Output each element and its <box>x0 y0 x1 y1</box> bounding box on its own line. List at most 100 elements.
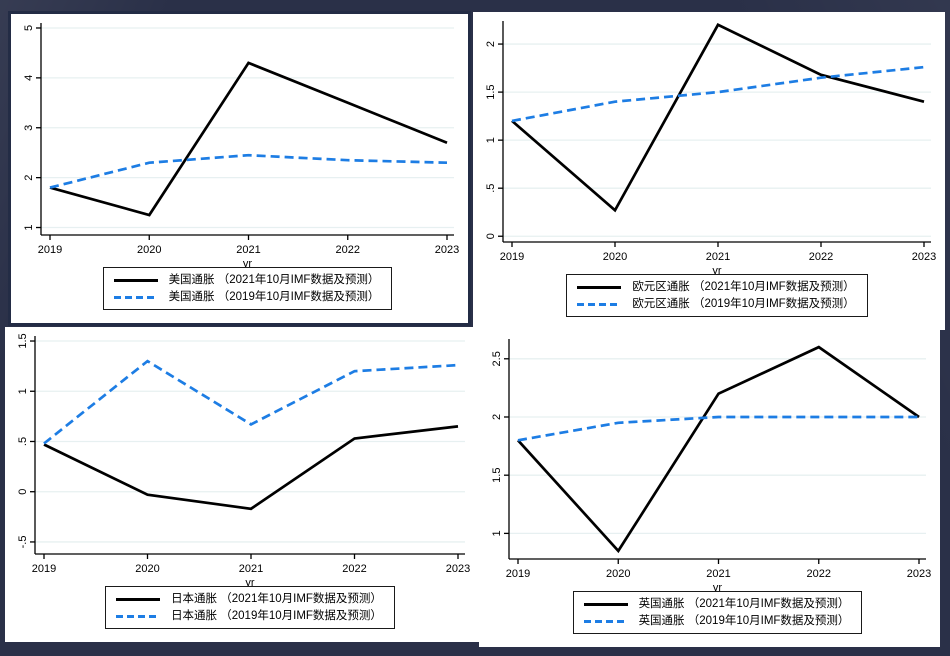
x-tick-label: 2021 <box>706 251 730 263</box>
y-tick-label: .5 <box>485 184 497 193</box>
eurozone-inflation-dashed-line <box>511 65 925 123</box>
chart-panel-uk: 1 1.5 2 2.5 2019 2020 2021 2022 2023 yr 英国通胀 （202… <box>479 330 940 647</box>
x-axis-title: yr <box>245 577 255 589</box>
x-tick-label: 2021 <box>239 563 263 575</box>
axes <box>34 336 465 555</box>
japan-legend-wrap: 日本通胀 （2021年10月IMF数据及预测） 日本通胀 （2019年10月IM… <box>5 586 479 629</box>
japan-inflation-chart: -.5 0 .5 1 1.5 2019 2020 2021 2022 2023 yr <box>17 333 470 589</box>
y-tick-label: .5 <box>17 437 29 446</box>
x-tick-label: 2021 <box>236 244 260 256</box>
uk-inflation-chart: 1 1.5 2 2.5 2019 2020 2021 2022 2023 yr <box>491 339 931 594</box>
legend-label: 美国通胀 （2019年10月IMF数据及预测） <box>168 291 380 303</box>
eurozone-legend: 欧元区通胀 （2021年10月IMF数据及预测） 欧元区通胀 （2019年10月… <box>566 274 868 317</box>
x-tick-label: 2019 <box>506 568 530 580</box>
us-legend: 美国通胀 （2021年10月IMF数据及预测） 美国通胀 （2019年10月IM… <box>102 267 393 310</box>
y-tick-label: 0 <box>485 233 497 239</box>
x-tick-label: 2023 <box>912 251 936 263</box>
us-inflation-solid-line <box>49 61 448 217</box>
uk-inflation-dashed-line <box>517 415 919 442</box>
x-tick-label: 2020 <box>137 244 161 256</box>
x-tick-label: 2021 <box>706 568 730 580</box>
x-tick-label: 2023 <box>907 568 931 580</box>
solid-line-sample <box>583 602 628 606</box>
legend-item: 日本通胀 （2021年10月IMF数据及预测） <box>116 592 382 606</box>
y-tick-label: 5 <box>23 25 35 31</box>
gridlines <box>509 358 926 535</box>
legend-label: 美国通胀 （2021年10月IMF数据及预测） <box>168 274 380 286</box>
us-legend-wrap: 美国通胀 （2021年10月IMF数据及预测） 美国通胀 （2019年10月IM… <box>11 267 468 310</box>
uk-legend-wrap: 英国通胀 （2021年10月IMF数据及预测） 英国通胀 （2019年10月IM… <box>479 591 940 634</box>
y-tick-label: 1.5 <box>485 84 497 99</box>
legend-item: 欧元区通胀 （2019年10月IMF数据及预测） <box>577 297 855 311</box>
dashed-line-sample <box>113 295 158 299</box>
japan-inflation-dashed-line <box>43 359 459 445</box>
legend-label: 英国通胀 （2021年10月IMF数据及预测） <box>638 598 850 610</box>
x-tick-label: 2022 <box>342 563 366 575</box>
legend-label: 日本通胀 （2021年10月IMF数据及预测） <box>171 593 382 605</box>
x-tick-label: 2023 <box>435 244 459 256</box>
solid-line-sample <box>577 285 622 289</box>
us-inflation-chart: 1 2 3 4 5 2019 2020 2021 2022 2023 yr <box>23 23 459 270</box>
x-axis: 2019 2020 2021 2022 2023 <box>32 554 470 575</box>
eurozone-legend-wrap: 欧元区通胀 （2021年10月IMF数据及预测） 欧元区通胀 （2019年10月… <box>473 274 945 317</box>
x-tick-label: 2023 <box>446 563 470 575</box>
eurozone-inflation-solid-line <box>511 23 925 213</box>
gridlines <box>41 27 454 229</box>
gridlines <box>503 43 931 237</box>
axes <box>508 339 926 560</box>
y-tick-label: 1.5 <box>491 468 503 483</box>
dashed-line-sample <box>577 302 622 306</box>
x-axis-title: yr <box>713 582 723 594</box>
solid-line-sample <box>116 597 161 601</box>
y-tick-label: -.5 <box>17 536 29 549</box>
legend-item: 美国通胀 （2019年10月IMF数据及预测） <box>113 290 380 304</box>
y-tick-label: 1 <box>485 137 497 143</box>
x-axis-title: yr <box>243 258 253 270</box>
dashed-line-sample <box>116 614 161 618</box>
y-tick-label: 0 <box>17 489 29 495</box>
x-tick-label: 2019 <box>38 244 62 256</box>
legend-item: 美国通胀 （2021年10月IMF数据及预测） <box>113 273 380 287</box>
legend-label: 欧元区通胀 （2019年10月IMF数据及预测） <box>632 298 855 310</box>
y-axis: 0 .5 1 1.5 2 <box>485 41 503 239</box>
y-tick-label: 1 <box>491 530 503 536</box>
x-tick-label: 2022 <box>336 244 360 256</box>
axes <box>40 23 454 236</box>
legend-item: 英国通胀 （2021年10月IMF数据及预测） <box>583 597 850 611</box>
legend-label: 日本通胀 （2019年10月IMF数据及预测） <box>171 610 382 622</box>
us-inflation-dashed-line <box>49 153 448 189</box>
x-tick-label: 2020 <box>135 563 159 575</box>
y-axis: 1 2 3 4 5 <box>23 25 41 231</box>
y-tick-label: 2.5 <box>491 351 503 366</box>
x-tick-label: 2022 <box>807 568 831 580</box>
chart-panel-japan: -.5 0 .5 1 1.5 2019 2020 2021 2022 2023 yr 日本通胀 （2… <box>5 327 479 642</box>
y-tick-label: 4 <box>23 75 35 81</box>
x-axis: 2019 2020 2021 2022 2023 <box>506 559 931 580</box>
y-tick-label: 2 <box>491 414 503 420</box>
axes <box>502 21 931 243</box>
legend-label: 欧元区通胀 （2021年10月IMF数据及预测） <box>632 281 855 293</box>
x-tick-label: 2019 <box>500 251 524 263</box>
legend-item: 日本通胀 （2019年10月IMF数据及预测） <box>116 609 382 623</box>
gridlines <box>35 340 465 543</box>
y-tick-label: 3 <box>23 125 35 131</box>
x-tick-label: 2019 <box>32 563 56 575</box>
uk-legend: 英国通胀 （2021年10月IMF数据及预测） 英国通胀 （2019年10月IM… <box>572 591 863 634</box>
y-tick-label: 1 <box>17 388 29 394</box>
legend-label: 英国通胀 （2019年10月IMF数据及预测） <box>638 615 850 627</box>
y-axis: 1 1.5 2 2.5 <box>491 351 509 536</box>
chart-panel-us: 1 2 3 4 5 2019 2020 2021 2022 2023 yr 美国通胀 （2021年1… <box>8 11 471 326</box>
japan-legend: 日本通胀 （2021年10月IMF数据及预测） 日本通胀 （2019年10月IM… <box>105 586 395 629</box>
y-tick-label: 2 <box>485 41 497 47</box>
x-tick-label: 2020 <box>603 251 627 263</box>
eurozone-inflation-chart: 0 .5 1 1.5 2 2019 2020 2021 2022 2023 yr <box>485 21 936 277</box>
y-tick-label: 1 <box>23 224 35 230</box>
x-axis: 2019 2020 2021 2022 2023 <box>500 242 936 263</box>
x-tick-label: 2020 <box>606 568 630 580</box>
x-axis-title: yr <box>712 265 722 277</box>
solid-line-sample <box>113 278 158 282</box>
legend-item: 欧元区通胀 （2021年10月IMF数据及预测） <box>577 280 855 294</box>
uk-inflation-solid-line <box>516 345 920 554</box>
dashed-line-sample <box>583 619 628 623</box>
